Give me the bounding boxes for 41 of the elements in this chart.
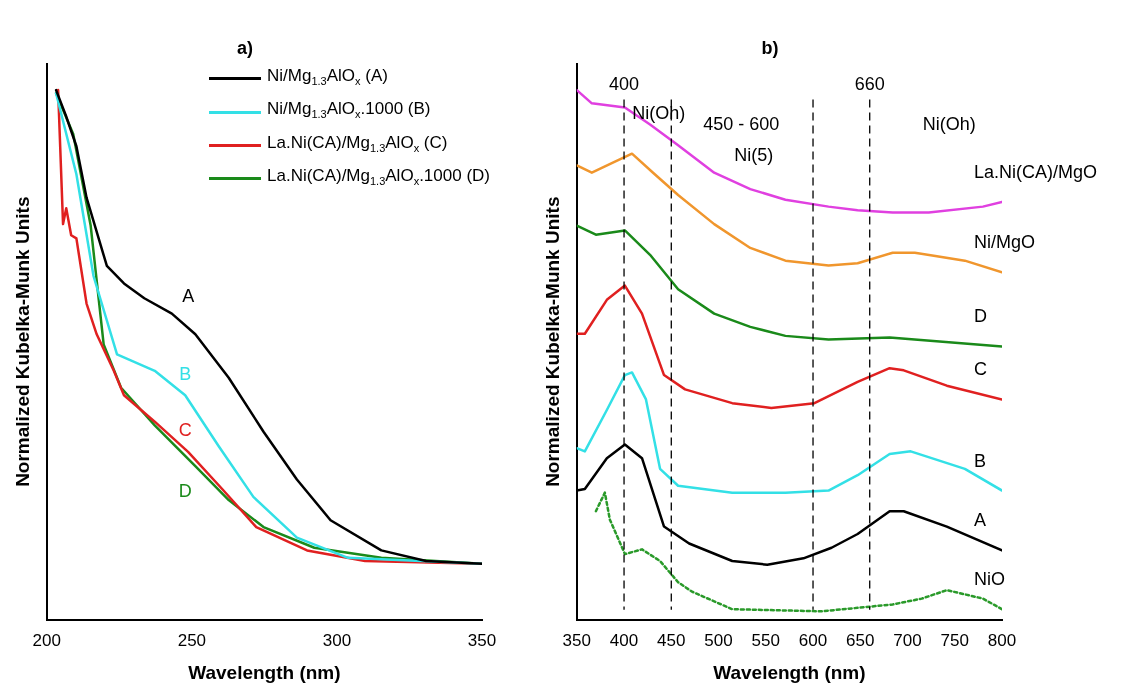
x-tick-label: 500 <box>704 630 733 650</box>
annotation: B <box>179 364 192 385</box>
x-tick-label: 250 <box>177 630 207 650</box>
x-tick-label: 350 <box>562 630 591 650</box>
x-tick-label: 750 <box>940 630 969 650</box>
x-axis-title: Wavelength (nm) <box>713 661 866 683</box>
x-axis-title: Wavelength (nm) <box>188 661 341 683</box>
x-tick-label: 650 <box>846 630 875 650</box>
ref-line-label: 400 <box>609 73 640 94</box>
x-tick-label: 800 <box>987 630 1017 650</box>
legend-label: La.Ni(CA)/Mg$_{1.3}$AlO$_{x}$ (C) <box>267 131 448 157</box>
x-tick-label: 700 <box>893 630 922 650</box>
annotation: 450 - 600 <box>703 114 780 135</box>
annotation: D <box>178 480 192 501</box>
annotation: C <box>178 419 192 440</box>
legend-label: Ni/Mg$_{1.3}$AlO$_{x}$.1000 (B) <box>267 98 431 123</box>
x-tick-label: 200 <box>32 630 61 650</box>
x-tick-label: 550 <box>751 630 780 650</box>
x-tick-label: 400 <box>609 630 639 650</box>
chart-title: b) <box>761 37 779 58</box>
series-label: C <box>974 359 987 380</box>
legend-label: Ni/Mg$_{1.3}$AlO$_{x}$ (A) <box>267 65 388 90</box>
annotation: Ni(Oh) <box>922 114 976 135</box>
y-axis-title: Normalized Kubelka-Munk Units <box>541 196 563 487</box>
y-axis-title: Normalized Kubelka-Munk Units <box>11 196 33 487</box>
series-label: La.Ni(CA)/MgO <box>974 161 1098 182</box>
series-label: NiO <box>974 569 1005 590</box>
ref-line-label: 660 <box>854 73 885 94</box>
series-label: D <box>974 306 987 327</box>
annotation: A <box>182 286 195 307</box>
chart-title: a) <box>236 37 254 58</box>
x-tick-label: 350 <box>467 630 497 650</box>
legend-label: La.Ni(CA)/Mg$_{1.3}$AlO$_{x}$.1000 (D) <box>267 165 490 190</box>
x-tick-label: 300 <box>322 630 352 650</box>
series-label: Ni/MgO <box>974 232 1036 253</box>
annotation: Ni(Oh) <box>632 102 686 123</box>
x-tick-label: 600 <box>798 630 828 650</box>
series-label: B <box>974 450 987 471</box>
x-tick-label: 450 <box>657 630 686 650</box>
annotation: Ni(5) <box>734 145 774 166</box>
series-label: A <box>974 510 987 531</box>
